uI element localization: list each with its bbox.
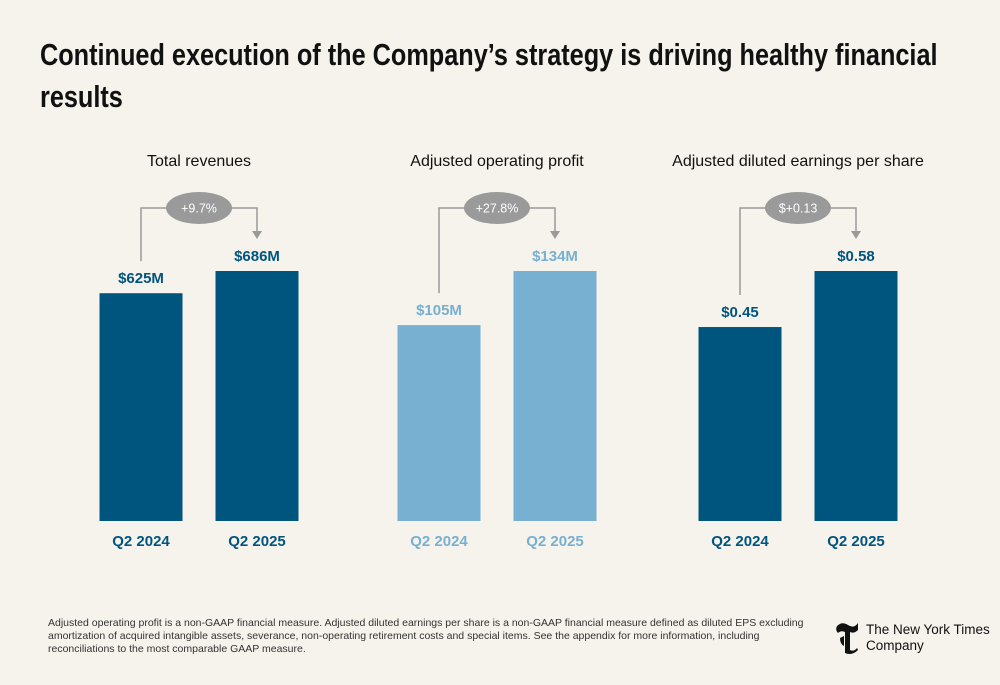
annotation: $+0.13: [779, 202, 818, 216]
bar: [215, 271, 299, 521]
logo-mark: [836, 623, 858, 654]
logo-text: The New York Times Company: [866, 622, 990, 654]
x-tick-label: Q2 2025: [526, 533, 584, 550]
charts: Total revenues $625M Q2 2024 $686M Q2 2025 +9…: [99, 153, 924, 550]
bar: [698, 327, 782, 521]
connector: [739, 207, 768, 296]
connector: [140, 207, 169, 262]
bar: [513, 271, 597, 521]
arrow-head: [252, 231, 262, 239]
logo: The New York Times Company: [834, 620, 990, 656]
x-tick-label: Q2 2024: [112, 533, 170, 550]
connector: [828, 207, 857, 233]
bar: [814, 271, 898, 521]
annotation-badge: [166, 192, 232, 224]
logo-line: Company: [866, 638, 924, 653]
value-label: $105M: [416, 302, 462, 319]
x-tick-label: Q2 2025: [827, 533, 885, 550]
value-label: $0.58: [837, 248, 875, 265]
annotation: +9.7%: [181, 202, 217, 216]
logo-line: The New York Times: [866, 622, 990, 637]
arrow-head: [851, 231, 861, 239]
connector: [229, 207, 258, 233]
connector: [527, 207, 556, 233]
chart-title: Total revenues: [147, 153, 251, 170]
value-label: $0.45: [721, 304, 759, 321]
connector: [438, 207, 467, 294]
chart-title: Adjusted diluted earnings per share: [672, 153, 924, 170]
arrow-head: [550, 231, 560, 239]
footnote: Adjusted operating profit is a non-GAAP …: [48, 617, 804, 655]
x-tick-label: Q2 2025: [228, 533, 286, 550]
annotation-badge: [765, 192, 831, 224]
chart-title: Adjusted operating profit: [410, 153, 584, 170]
annotation-badge: [464, 192, 530, 224]
x-tick-label: Q2 2024: [711, 533, 769, 550]
value-label: $625M: [118, 270, 164, 287]
value-label: $686M: [234, 248, 280, 265]
slide-title: Continued execution of the Company’s str…: [40, 37, 938, 114]
annotation: +27.8%: [476, 202, 519, 216]
bar: [99, 293, 183, 521]
bar: [397, 325, 481, 521]
x-tick-label: Q2 2024: [410, 533, 468, 550]
value-label: $134M: [532, 248, 578, 265]
